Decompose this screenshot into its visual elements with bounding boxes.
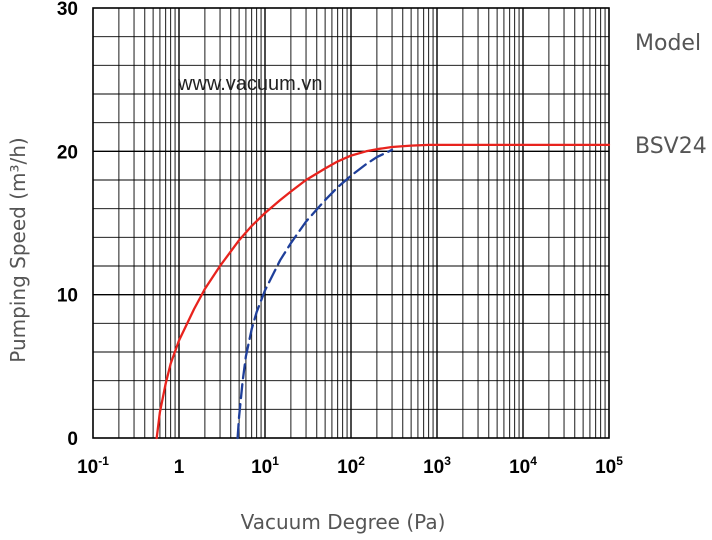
series-line-1 xyxy=(155,143,611,440)
x-tick-labels: 10-1 1 101 102 103 104 105 xyxy=(77,454,623,478)
x-tick-label: 102 xyxy=(337,454,365,478)
watermark-text: www.vacuum.vn xyxy=(177,73,323,95)
y-tick-label: 10 xyxy=(57,286,78,307)
y-tick-label: 0 xyxy=(67,429,78,450)
y-axis-title: Pumping Speed (m³/h) xyxy=(6,137,30,362)
y-tick-label: 20 xyxy=(57,142,78,163)
y-tick-label: 30 xyxy=(57,0,78,20)
legend-label-bsv24: BSV24 xyxy=(635,134,707,159)
x-tick-label: 101 xyxy=(251,454,279,478)
x-axis-title: Vacuum Degree (Pa) xyxy=(241,510,446,534)
x-tick-label: 1 xyxy=(174,457,185,478)
x-tick-label: 103 xyxy=(423,454,451,478)
x-tick-label: 105 xyxy=(595,454,623,478)
x-tick-label: 104 xyxy=(509,454,537,478)
chart-series xyxy=(155,143,611,440)
y-tick-labels: 0 10 20 30 xyxy=(57,0,78,450)
series-line-2 xyxy=(236,148,394,440)
chart-grid xyxy=(92,7,610,439)
legend-header: Model xyxy=(635,31,701,56)
x-tick-label: 10-1 xyxy=(77,454,109,478)
